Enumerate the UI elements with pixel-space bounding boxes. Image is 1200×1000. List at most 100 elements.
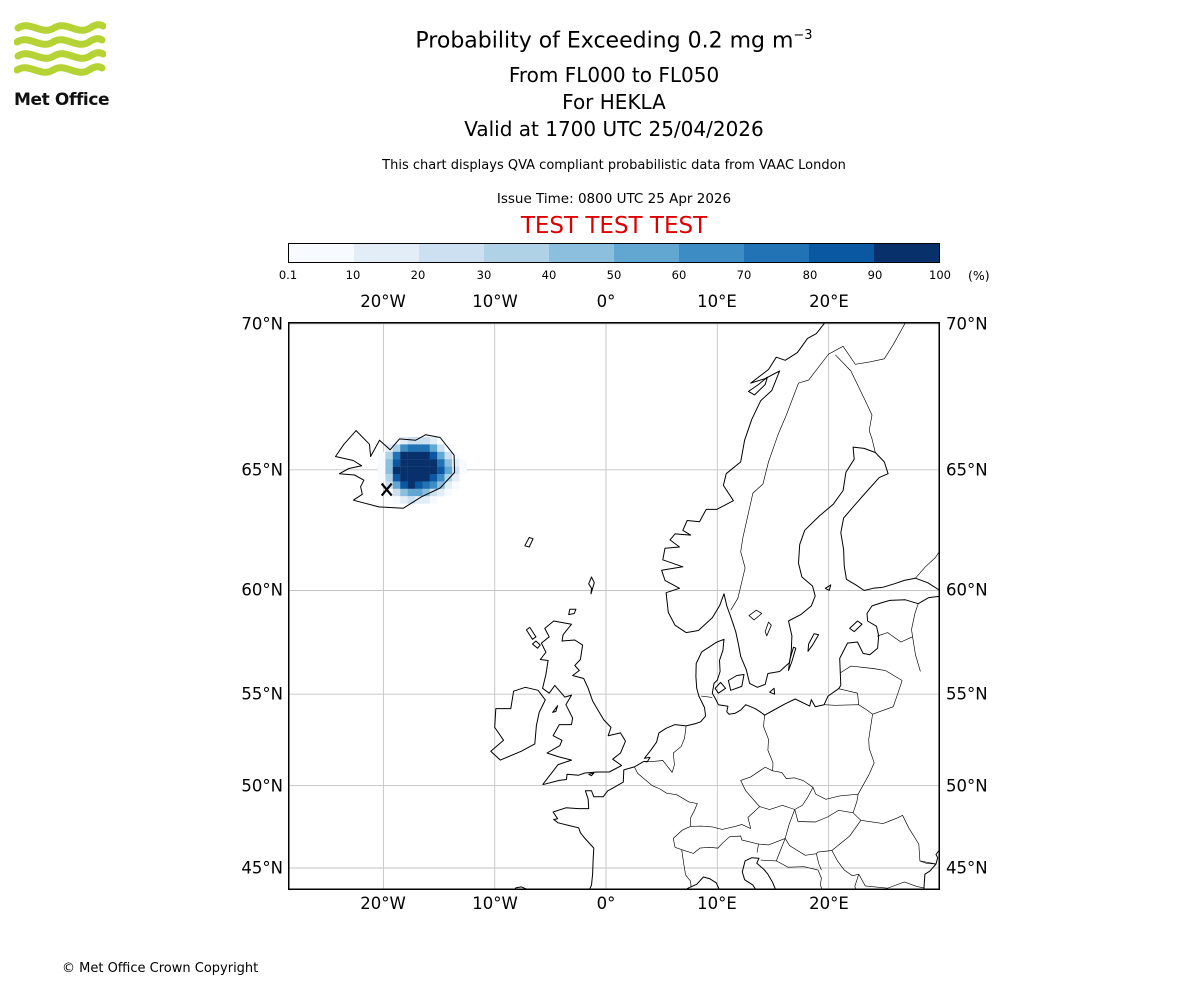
coastline <box>741 857 777 890</box>
probability-cell <box>400 459 408 467</box>
qva-description: This chart displays QVA compliant probab… <box>382 158 846 173</box>
probability-cell <box>437 437 445 445</box>
lat-label-right: 60°N <box>946 580 988 600</box>
colorbar-tick: 90 <box>867 268 883 282</box>
lat-label-left: 45°N <box>241 858 283 878</box>
country-border <box>634 766 667 794</box>
colorbar-segment <box>679 244 744 262</box>
island <box>824 584 832 591</box>
flight-level-subtitle: From FL000 to FL050 <box>508 63 720 87</box>
coastline <box>683 876 721 890</box>
probability-cell <box>452 474 460 482</box>
country-border <box>681 849 692 888</box>
probability-cell <box>415 488 423 497</box>
probability-cell <box>407 451 416 460</box>
probability-cell <box>444 459 453 467</box>
country-border <box>838 688 860 705</box>
probability-cell <box>385 474 393 482</box>
probability-cell <box>385 459 393 467</box>
probability-cell <box>444 451 453 460</box>
country-border <box>784 838 817 856</box>
probability-cell <box>444 481 453 489</box>
lake <box>748 609 763 621</box>
probability-cell <box>444 466 453 475</box>
lon-label-bottom: 0° <box>596 894 616 913</box>
colorbar-segment <box>289 244 354 262</box>
probability-cell <box>400 496 408 504</box>
country-border <box>681 835 759 854</box>
lat-label-right: 65°N <box>946 460 988 480</box>
country-border <box>912 636 921 672</box>
lat-label-left: 60°N <box>241 580 283 600</box>
probability-cell <box>407 459 416 467</box>
probability-cell <box>415 437 423 445</box>
country-border <box>772 770 859 800</box>
island <box>714 681 727 694</box>
lon-label-top: 10°W <box>472 292 518 311</box>
colorbar-tick: 40 <box>541 268 557 282</box>
probability-cell <box>392 466 401 475</box>
country-border <box>730 322 907 611</box>
probability-cell <box>422 444 430 452</box>
country-border <box>784 809 796 839</box>
country-border <box>643 760 673 773</box>
probability-cell <box>415 481 423 489</box>
colorbar-tick: 70 <box>736 268 752 282</box>
coastline <box>490 686 546 761</box>
probability-cell <box>400 451 408 460</box>
lon-label-top: 20°E <box>809 292 849 311</box>
colorbar-segment <box>419 244 484 262</box>
logo-wordmark: Met Office <box>14 90 110 110</box>
probability-cell <box>437 444 445 452</box>
probability-cell <box>392 481 401 489</box>
lon-label-top: 0° <box>596 292 616 311</box>
island <box>525 626 537 640</box>
country-border <box>759 804 795 810</box>
country-border <box>756 844 759 853</box>
lon-label-bottom: 20°W <box>360 894 406 913</box>
probability-cell <box>407 444 416 452</box>
probability-cell <box>437 459 445 467</box>
probability-cell <box>429 437 438 445</box>
probability-cell <box>378 459 386 467</box>
island <box>788 646 797 671</box>
coastline <box>552 595 940 890</box>
coastline <box>661 322 940 688</box>
island <box>807 633 820 652</box>
country-border <box>690 806 760 830</box>
probability-cell <box>415 474 423 482</box>
probability-cell <box>422 474 430 482</box>
probability-cell <box>407 466 416 475</box>
island <box>568 608 577 616</box>
probability-cell <box>407 488 416 497</box>
country-border <box>857 714 875 795</box>
probability-cell <box>437 466 445 475</box>
lat-label-left: 65°N <box>241 460 283 480</box>
probability-cell <box>429 451 438 460</box>
copyright: © Met Office Crown Copyright <box>62 961 259 976</box>
probability-cell <box>452 459 460 467</box>
country-border <box>852 794 859 813</box>
country-border <box>666 792 698 827</box>
probability-cell <box>437 451 445 460</box>
country-border <box>794 809 854 823</box>
lon-label-bottom: 10°E <box>697 894 737 913</box>
map-frame <box>288 322 940 890</box>
probability-cell <box>392 474 401 482</box>
probability-cell <box>400 444 408 452</box>
country-border <box>840 665 903 681</box>
country-border <box>831 850 859 877</box>
probability-cell <box>400 474 408 482</box>
country-border <box>760 838 786 862</box>
lon-label-bottom: 20°E <box>809 894 849 913</box>
volcano-subtitle: For HEKLA <box>562 90 666 114</box>
probability-cell <box>378 474 386 482</box>
probability-cell <box>392 496 401 504</box>
colorbar-segment <box>614 244 679 262</box>
colorbar-segment <box>809 244 874 262</box>
graticule <box>288 322 940 890</box>
island <box>588 772 595 777</box>
country-border <box>824 704 873 715</box>
probability-cell <box>378 466 386 475</box>
